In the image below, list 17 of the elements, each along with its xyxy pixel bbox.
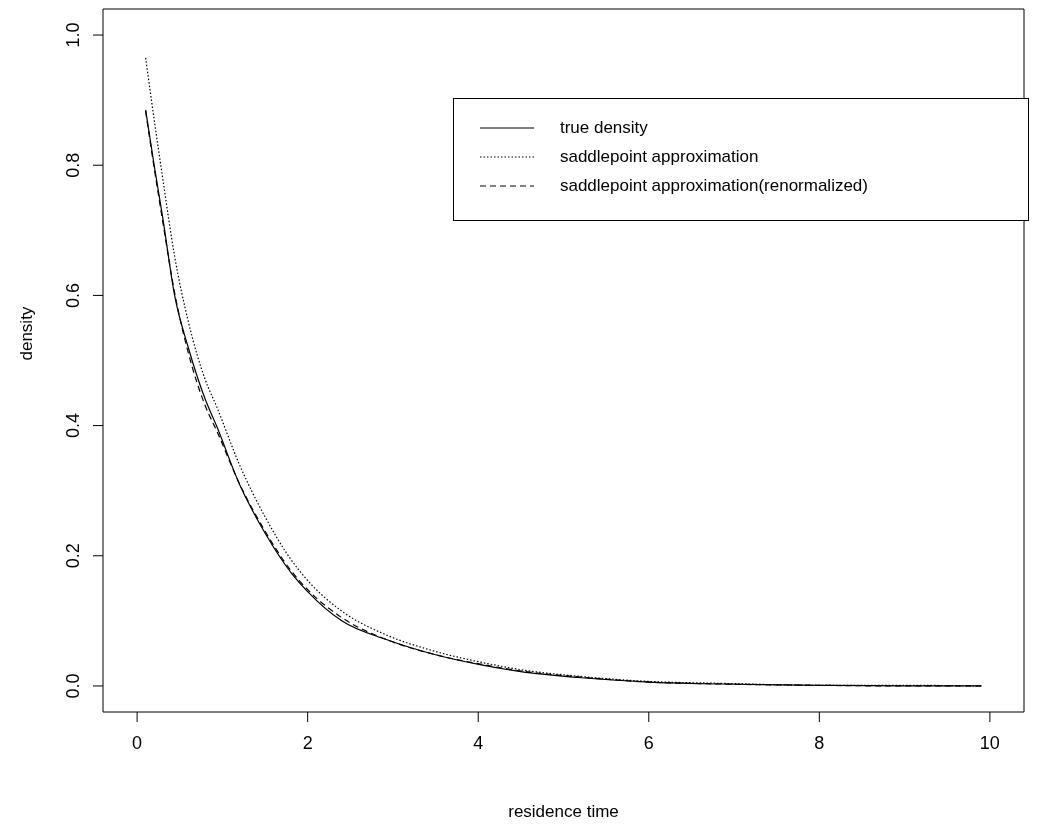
- x-tick-label: 8: [814, 732, 825, 753]
- y-tick-label: 0.8: [63, 152, 83, 178]
- y-tick-label: 0.4: [63, 413, 83, 439]
- y-axis-title: density: [17, 306, 37, 361]
- y-tick-label: 0.2: [63, 543, 83, 569]
- legend-label: saddlepoint approximation(renormalized): [559, 175, 868, 196]
- x-tick-label: 6: [643, 732, 654, 753]
- legend-label: true density: [559, 117, 648, 138]
- x-tick-label: 2: [302, 732, 313, 753]
- y-tick-label: 1.0: [63, 22, 83, 48]
- x-axis-title: residence time: [508, 802, 619, 821]
- y-tick-label: 0.0: [63, 673, 83, 699]
- x-tick-label: 4: [473, 732, 484, 753]
- legend-label: saddlepoint approximation: [559, 146, 759, 167]
- y-tick-label: 0.6: [63, 282, 83, 308]
- x-tick-label: 10: [979, 732, 1000, 753]
- x-tick-label: 0: [132, 732, 143, 753]
